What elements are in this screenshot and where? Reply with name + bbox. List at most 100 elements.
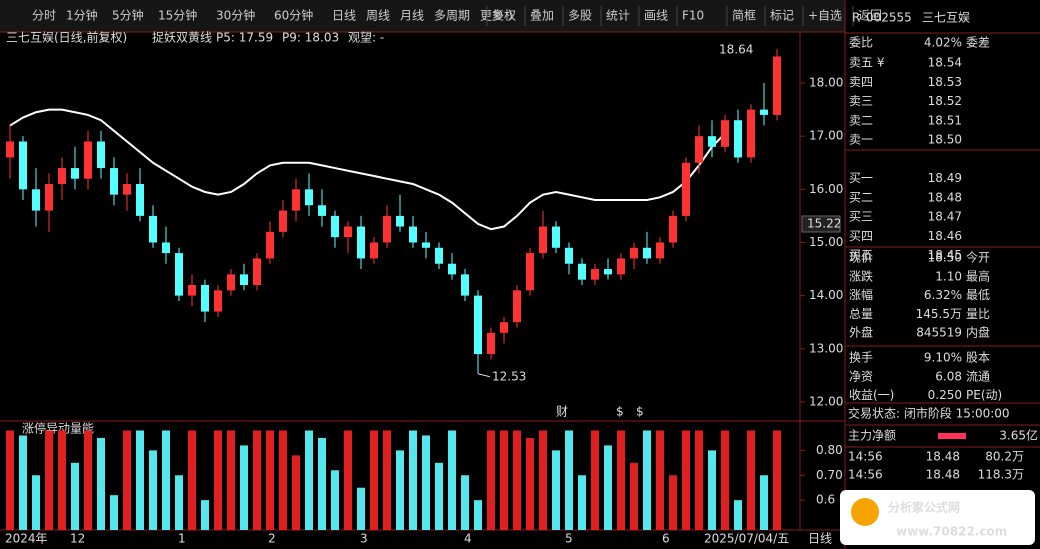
candle-body [474, 295, 482, 355]
toolbar-button[interactable]: 叠加 [530, 9, 554, 23]
indicator-bar [565, 430, 573, 530]
candle-body [292, 189, 300, 211]
toolbar-button[interactable]: 简框 [732, 9, 756, 23]
book-price: 18.52 [928, 94, 962, 108]
tick-price: 18.48 [926, 450, 960, 464]
candle-body [747, 109, 755, 158]
info-value: 18.50 [928, 251, 962, 265]
candle-body [461, 274, 469, 296]
chart-title: 三七互娱(日线,前复权) [6, 30, 127, 45]
toolbar-tab[interactable]: 更多 〉 [480, 9, 520, 23]
toolbar-tab[interactable]: 5分钟 [112, 8, 144, 23]
toolbar-tab[interactable]: 15分钟 [158, 8, 197, 23]
logo-bg [840, 490, 1035, 545]
p9: P9: 18.03 [282, 31, 339, 45]
candle-body [565, 247, 573, 264]
candle-body [760, 109, 768, 115]
value: 4.02% [924, 36, 962, 50]
info-value: 845519 [916, 326, 962, 340]
toolbar-button[interactable]: 复权 [492, 9, 516, 23]
info-label: 量比 [966, 307, 990, 321]
toolbar-tab[interactable]: 月线 [400, 9, 424, 23]
toolbar-button[interactable]: +自选 [808, 9, 842, 23]
toolbar-button[interactable]: 多股 [568, 9, 592, 23]
info-label: 总量 [849, 307, 873, 321]
candle-body [552, 226, 560, 248]
indicator-bar [149, 450, 157, 530]
toolbar-tab[interactable]: 分时 [32, 9, 56, 23]
indicator-bar [656, 430, 664, 530]
y-tick-label: 17.00 [809, 129, 843, 143]
indicator-bar [240, 445, 248, 530]
candle-body [175, 253, 183, 296]
toolbar-tab[interactable]: 1分钟 [66, 8, 98, 23]
candle-body [708, 136, 716, 147]
toolbar-tab[interactable]: 周线 [366, 9, 390, 23]
candle-body [331, 215, 339, 238]
tick-time: 14:56 [848, 468, 883, 482]
candle-body [422, 242, 430, 248]
indicator-bar [318, 437, 326, 530]
candle-body [409, 226, 417, 243]
indicator-bar [643, 430, 651, 530]
indicator-bar [292, 455, 300, 530]
candle-body [656, 242, 664, 259]
book-price: 18.53 [928, 75, 962, 89]
candle-body [201, 284, 209, 312]
toolbar-tab[interactable]: 30分钟 [216, 8, 255, 23]
info-label: 流通 [966, 369, 990, 383]
main-label: 主力净额 [848, 429, 896, 443]
indicator-bar [71, 462, 79, 530]
toolbar-tab[interactable]: 多周期 [434, 9, 470, 23]
indicator-bar [513, 430, 521, 530]
candle-body [500, 322, 508, 333]
toolbar-button[interactable]: 返回 [858, 9, 882, 23]
x-tick-label: 12 [70, 532, 85, 546]
book-price: 18.54 [928, 56, 962, 70]
indicator-bar [669, 475, 677, 530]
toolbar-tab[interactable]: 日线 [332, 9, 356, 23]
indicator-bar [682, 430, 690, 530]
ma-curve [9, 108, 726, 231]
candle-body [71, 168, 79, 179]
candle-body [630, 247, 638, 259]
x-tick-label: 6 [662, 532, 670, 546]
flag: R [852, 11, 860, 25]
candle-body [344, 226, 352, 238]
book-label: 买一 [849, 171, 873, 185]
toolbar-button[interactable]: 画线 [644, 9, 668, 23]
indicator-name: 捉妖双黄线 [152, 30, 212, 45]
book-price: 18.50 [928, 133, 962, 147]
toolbar-tab[interactable]: 60分钟 [274, 8, 313, 23]
toolbar-button[interactable]: 标记 [770, 9, 794, 23]
indicator-bar [409, 430, 417, 530]
candle-body [279, 210, 287, 232]
indicator-bar [188, 430, 196, 530]
event-marker: $ [636, 405, 644, 419]
info-value: 0.250 [928, 388, 962, 402]
y-tick-label: 0.70 [816, 468, 843, 482]
low-label: 12.53 [492, 369, 526, 383]
candle-body [305, 189, 313, 206]
candle-body [383, 215, 391, 243]
candle-body [45, 184, 53, 211]
pointer [477, 373, 491, 378]
toolbar-button[interactable]: 统计 [606, 9, 630, 23]
indicator-bar [747, 430, 755, 530]
candle-body [110, 168, 118, 195]
indicator-bar [58, 430, 66, 530]
candle-body [448, 263, 456, 275]
indicator-bar [279, 430, 287, 530]
x-tick-label: 5 [565, 532, 573, 546]
indicator-bar [500, 430, 508, 530]
indicator-bar [45, 430, 53, 530]
info-value: 6.32% [924, 288, 962, 302]
indicator-bar [396, 450, 404, 530]
indicator-bar [721, 430, 729, 530]
toolbar-button[interactable]: F10 [682, 9, 704, 23]
indicator-bar [201, 500, 209, 530]
book-label: 卖四 [849, 75, 873, 89]
candle-body [214, 290, 222, 312]
stock-code: 002555 [866, 11, 912, 25]
